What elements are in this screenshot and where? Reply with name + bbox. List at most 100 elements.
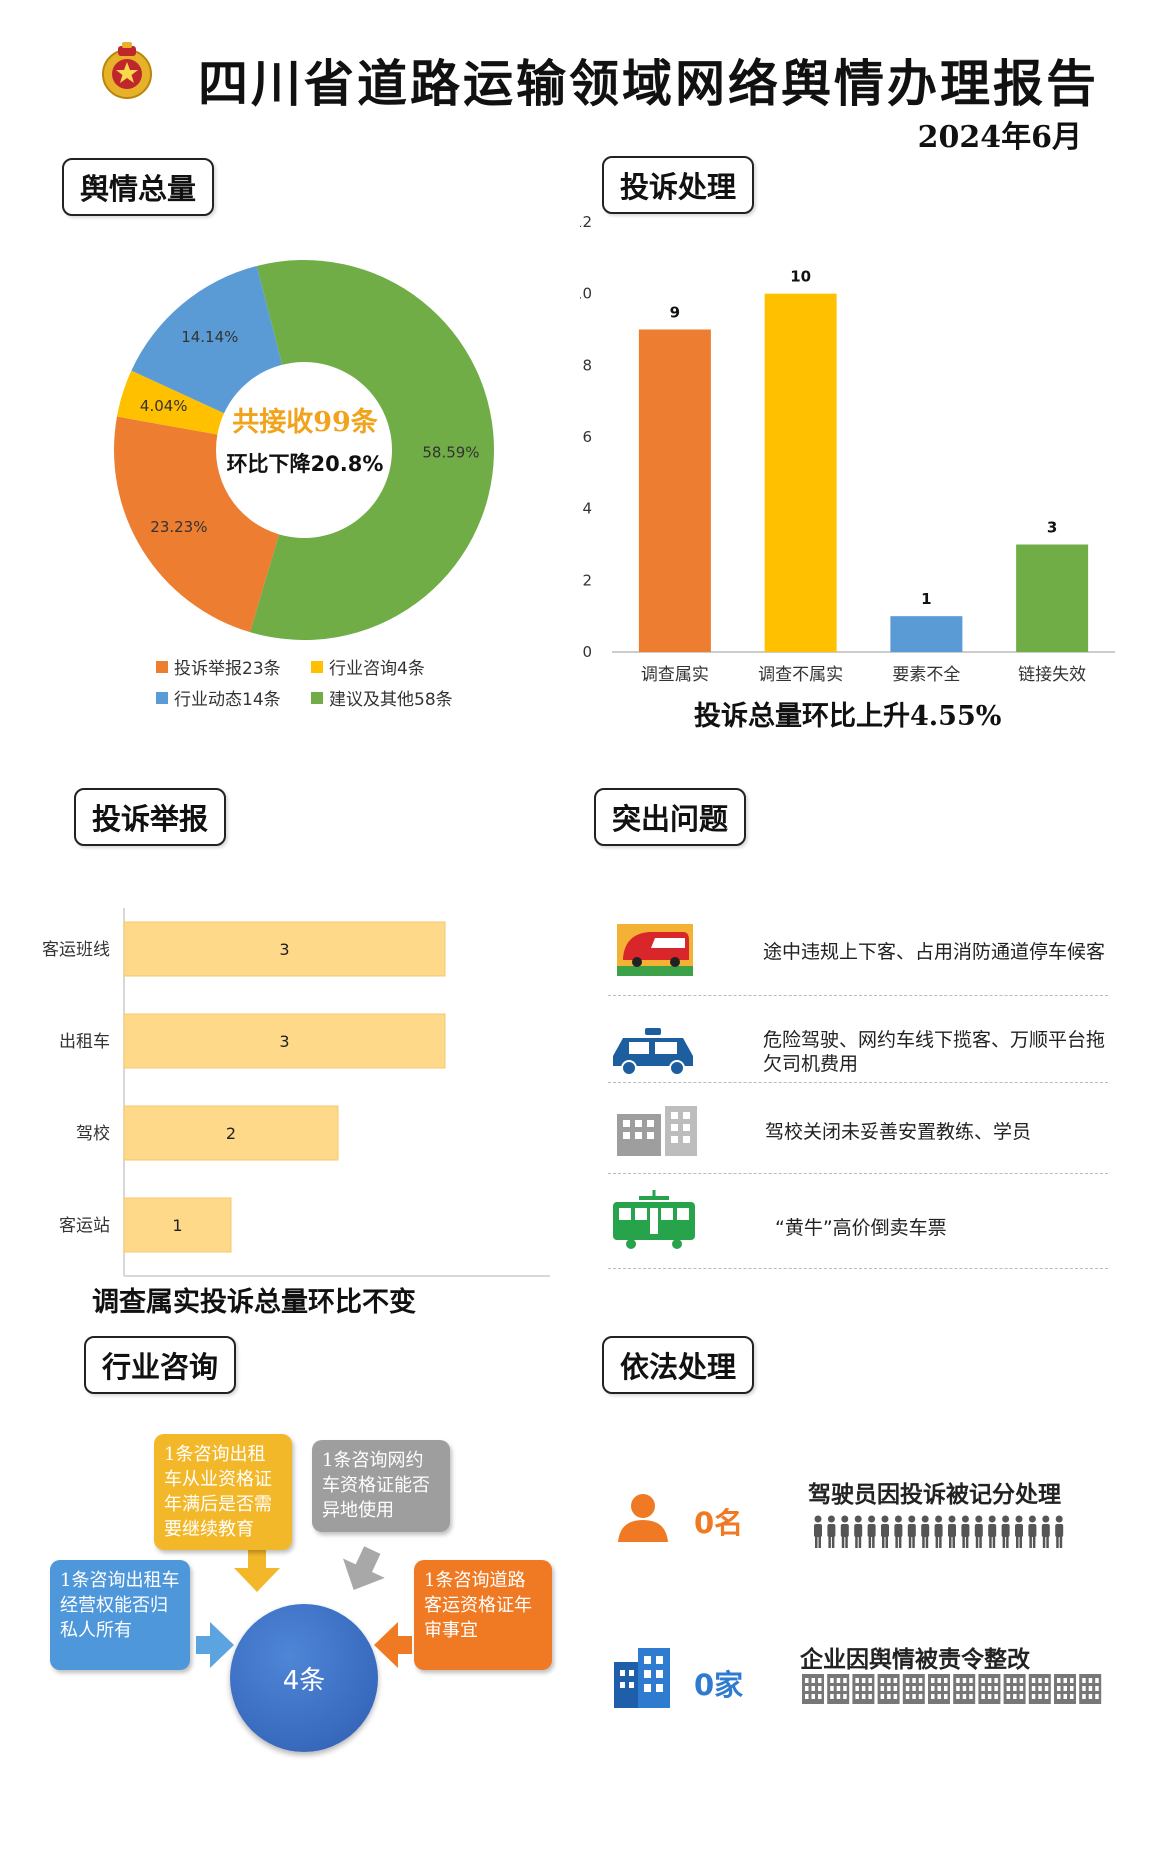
bar: [123, 921, 446, 977]
legend-item-complaint: 投诉举报23条: [156, 654, 311, 679]
bar-value-label: 9: [670, 304, 680, 322]
person-icon: [948, 1515, 956, 1548]
person-icon: [1041, 1515, 1050, 1548]
issue-text: “黄牛”高价倒卖车票: [775, 1217, 947, 1239]
person-icon: [988, 1515, 997, 1548]
consult-count: 4条: [282, 1665, 326, 1696]
donut-center-line1: 共接收99条: [232, 407, 378, 438]
issue-row: 途中违规上下客、占用消防通道停车候客: [605, 918, 1115, 998]
donut-chart: 58.59% 23.23% 4.04% 14.14%: [114, 260, 494, 640]
x-tick-label: 调查属实: [641, 665, 709, 685]
building-icon: [617, 1106, 697, 1156]
pie-slice: [131, 265, 283, 414]
bar-value-label: 10: [790, 268, 811, 286]
tram-icon: [613, 1190, 695, 1249]
divider: [608, 1082, 1108, 1083]
pie-slice: [114, 416, 279, 633]
person-icon: [1055, 1515, 1064, 1548]
bar: [123, 1105, 339, 1161]
consult-bubble: 1条咨询网约车资格证能否异地使用: [312, 1440, 450, 1532]
building-icon: [1054, 1674, 1076, 1704]
section-title-consult: 行业咨询: [84, 1336, 237, 1394]
legend-item-consult: 行业咨询4条: [311, 654, 471, 679]
arrow-icon: [234, 1548, 280, 1592]
pie-slice-label: 14.14%: [181, 328, 238, 346]
y-tick-label: 6: [582, 428, 592, 446]
donut-center-line2: 环比下降20.8%: [226, 452, 384, 476]
pie-slice-label: 23.23%: [150, 518, 207, 536]
building-icon: [1028, 1674, 1051, 1704]
person-icon: [974, 1515, 983, 1548]
person-icon: [854, 1515, 863, 1548]
bar-value-label: 3: [279, 940, 289, 959]
emblem-logo: [96, 40, 158, 102]
taxi-icon: [613, 1028, 693, 1076]
section-title-total: 舆情总量: [62, 158, 215, 216]
bar-value-label: 3: [279, 1032, 289, 1051]
person-icon: [840, 1515, 849, 1548]
building-icon: [877, 1674, 900, 1704]
pie-slice-label: 4.04%: [140, 397, 188, 415]
section-title-complaint-report: 投诉举报: [74, 788, 227, 846]
legend-item-other: 建议及其他58条: [311, 685, 471, 710]
bar: [890, 616, 963, 652]
section-title-issues: 突出问题: [594, 788, 747, 846]
bar-value-label: 2: [226, 1124, 236, 1143]
building-icon: [928, 1674, 950, 1704]
person-icon: [867, 1515, 876, 1548]
y-tick-label: 8: [582, 356, 592, 374]
person-icon: [907, 1515, 916, 1548]
complaint-handling-caption: 投诉总量环比上升4.55%: [694, 701, 1002, 732]
consult-bubble: 1条咨询出租车经营权能否归私人所有: [50, 1560, 190, 1670]
bar: [764, 293, 837, 652]
pie-slice-label: 58.59%: [422, 444, 479, 462]
legend-swatch: [156, 691, 168, 704]
building-row-icon: [802, 1674, 1102, 1704]
page-title: 四川省道路运输领域网络舆情办理报告: [198, 54, 1099, 113]
person-icon: [1001, 1515, 1010, 1548]
bar-value-label: 3: [1047, 519, 1057, 537]
building-icon: [902, 1674, 925, 1704]
building-icon: [1003, 1674, 1026, 1704]
arrow-icon: [196, 1622, 234, 1668]
people-row-icon: [814, 1515, 1064, 1548]
divider: [608, 1173, 1108, 1174]
issue-text: 驾校关闭未妥善安置教练、学员: [765, 1121, 1032, 1143]
bar: [123, 1013, 446, 1069]
pie-slice: [116, 370, 225, 435]
person-icon: [894, 1515, 903, 1548]
legend-swatch: [156, 660, 168, 673]
consult-bubble: 1条咨询出租车从业资格证年满后是否需要继续教育: [154, 1434, 292, 1550]
company-count: 0家: [694, 1668, 744, 1702]
y-tick-label: 0: [582, 643, 592, 661]
consult-center-circle: 4条: [230, 1604, 378, 1752]
building-icon: [1079, 1674, 1102, 1704]
person-icon: [1028, 1515, 1037, 1548]
person-icon: [881, 1515, 889, 1548]
y-tick-label: 2: [582, 571, 592, 589]
person-icon: [934, 1515, 943, 1548]
legend-swatch: [311, 691, 323, 704]
y-tick-label: 4: [582, 500, 592, 518]
person-icon: [618, 1494, 668, 1542]
y-tick-label: 12: [580, 213, 592, 231]
issue-row: “黄牛”高价倒卖车票: [605, 1188, 1115, 1268]
section-title-legal: 依法处理: [602, 1336, 755, 1394]
y-tick-label: 10: [580, 285, 592, 303]
person-icon: [1015, 1515, 1023, 1548]
divider: [608, 995, 1108, 996]
section-title-complaint-handling: 投诉处理: [602, 156, 755, 214]
issue-text: 危险驾驶、网约车线下揽客、万顺平台拖欠司机费用: [763, 1029, 1106, 1075]
arrow-icon: [374, 1622, 412, 1668]
divider: [608, 1268, 1108, 1269]
bar: [1016, 544, 1089, 652]
complaint-report-caption: 调查属实投诉总量环比不变: [92, 1287, 416, 1318]
y-tick-label: 客运班线: [42, 940, 110, 960]
issue-row: 危险驾驶、网约车线下揽客、万顺平台拖欠司机费用: [605, 1018, 1115, 1098]
x-tick-label: 调查不属实: [758, 665, 843, 685]
consult-arrows: [196, 1546, 412, 1668]
office-building-icon: [614, 1648, 670, 1708]
person-icon: [827, 1515, 836, 1548]
report-date: 2024年6月: [917, 120, 1082, 155]
building-icon: [852, 1674, 875, 1704]
